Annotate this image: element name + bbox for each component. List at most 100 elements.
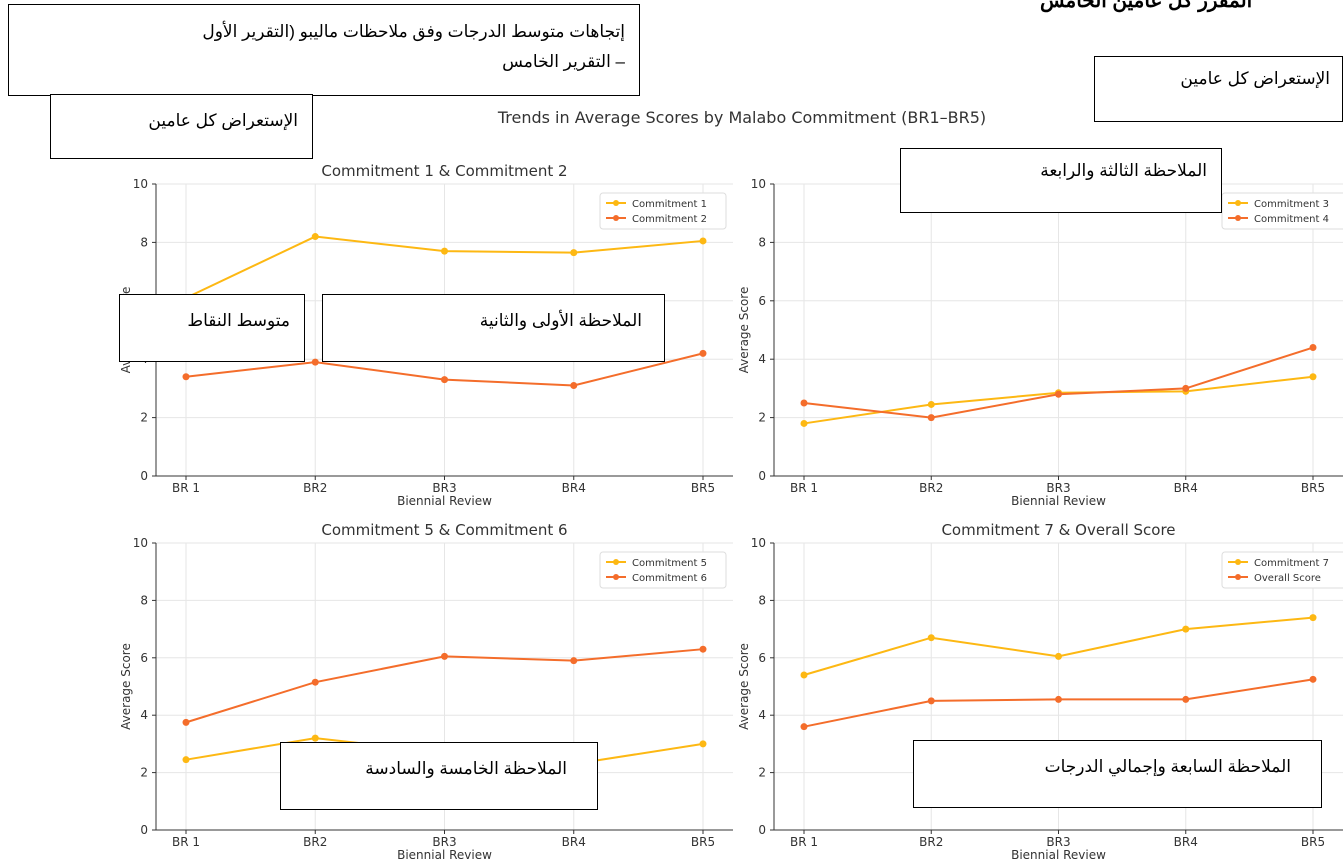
y-tick-label: 6 [140,651,148,665]
legend-marker [613,559,619,565]
biennial-left-text: الإستعراض كل عامين [148,111,298,130]
legend-marker [1235,559,1241,565]
y-tick-label: 6 [758,294,766,308]
y-tick-label: 4 [140,708,148,722]
chart-title: Commitment 7 & Overall Score [941,521,1175,539]
chart-panel-3: 0 2 4 6 8 10 BR 1 BR2 BR3 BR4 BR5 Biennial Review Av… [119,521,733,862]
data-point [1309,344,1317,352]
legend-label: Commitment 6 [632,573,707,584]
x-tick-label: BR4 [1174,481,1198,495]
x-tick-label: BR4 [1174,835,1198,849]
data-point [800,723,808,731]
data-point [1055,652,1062,660]
legend: Commitment 3 Commitment 4 [1221,192,1343,230]
data-point [927,414,935,422]
y-tick-label: 8 [140,593,148,607]
x-tick-label: BR3 [1046,835,1070,849]
legend-marker [1235,574,1241,580]
x-tick-label: BR 1 [790,481,818,495]
data-point [311,678,319,686]
avg-points-annotation: متوسط النقاط [119,294,305,362]
x-tick-label: BR2 [303,481,327,495]
note-7-overall-annotation: الملاحظة السابعة وإجمالي الدرجات [913,740,1322,808]
legend-marker [1235,200,1241,206]
legend-marker [613,215,619,221]
data-point [699,349,707,357]
legend-label: Commitment 7 [1254,558,1329,569]
y-tick-label: 2 [758,766,766,780]
chart-title: Commitment 5 & Commitment 6 [321,521,567,539]
note-7-overall-text: الملاحظة السابعة وإجمالي الدرجات [1044,757,1291,776]
x-axis-label: Biennial Review [1011,494,1106,508]
data-point [441,652,448,660]
data-point [1182,625,1190,633]
note-5-6-annotation: الملاحظة الخامسة والسادسة [280,742,598,810]
y-axis-label: Average Score [737,287,751,374]
avg-points-text: متوسط النقاط [187,311,290,330]
y-tick-label: 0 [140,469,148,483]
y-tick-label: 0 [758,823,766,837]
biennial-review-annotation-left: الإستعراض كل عامين [50,94,313,159]
y-tick-label: 4 [758,352,766,366]
legend-label: Commitment 2 [632,214,707,225]
legend: Commitment 5 Commitment 6 [599,551,727,589]
chart-panel-2: 0 2 4 6 8 10 BR 1 BR2 BR3 BR4 BR5 Biennial Review Av… [737,177,1343,508]
main-title-annotation: إتجاهات متوسط الدرجات وفق ملاحظات ماليبو… [8,4,640,96]
chart-panel-4: 0 2 4 6 8 10 BR 1 BR2 BR3 BR4 BR5 Biennial Review Av… [737,521,1343,862]
x-tick-label: BR 1 [172,481,200,495]
legend-label: Commitment 1 [632,199,707,210]
data-point [699,237,707,245]
y-tick-label: 10 [751,536,766,550]
data-point [800,419,808,427]
x-axis-label: Biennial Review [397,848,492,862]
data-point [1055,695,1062,703]
y-tick-label: 2 [758,411,766,425]
y-tick-label: 8 [140,235,148,249]
x-axis-label: Biennial Review [1011,848,1106,862]
y-axis-label: Average Score [119,643,133,730]
main-title-line1: إتجاهات متوسط الدرجات وفق ملاحظات ماليبو… [202,22,625,41]
x-tick-label: BR4 [562,835,586,849]
x-tick-label: BR3 [432,835,456,849]
data-point [311,358,319,366]
data-point [699,740,707,748]
y-tick-label: 0 [140,823,148,837]
y-tick-label: 10 [133,177,148,191]
data-point [182,756,190,764]
x-tick-label: BR5 [691,481,715,495]
note-3-4-text: الملاحظة الثالثة والرابعة [1040,161,1207,180]
data-point [441,376,448,384]
x-tick-label: BR 1 [172,835,200,849]
note-1-2-annotation: الملاحظة الأولى والثانية [322,294,665,362]
data-point [570,657,578,665]
legend: Commitment 1 Commitment 2 [599,192,727,230]
figure-title: Trends in Average Scores by Malabo Commi… [497,108,986,127]
y-tick-label: 6 [758,651,766,665]
y-tick-label: 10 [751,177,766,191]
data-point [1182,695,1190,703]
note-3-4-annotation: الملاحظة الثالثة والرابعة [900,148,1222,213]
data-point [1309,614,1317,622]
legend-label: Commitment 5 [632,558,707,569]
data-point [1182,384,1190,392]
data-point [1055,390,1062,398]
y-tick-label: 8 [758,593,766,607]
legend-label: Commitment 4 [1254,214,1329,225]
x-tick-label: BR5 [1301,835,1325,849]
data-point [699,645,707,653]
y-tick-label: 2 [140,766,148,780]
y-axis-label: Average Score [737,643,751,730]
data-point [1309,675,1317,683]
y-tick-label: 4 [758,708,766,722]
data-point [570,249,578,257]
legend-frame [599,192,727,230]
data-point [927,400,935,408]
legend-frame [599,551,727,589]
x-tick-label: BR2 [919,835,943,849]
data-point [182,373,190,381]
data-point [311,233,319,241]
biennial-right-text: الإستعراض كل عامين [1180,69,1330,88]
data-point [927,697,935,705]
data-point [441,247,448,255]
